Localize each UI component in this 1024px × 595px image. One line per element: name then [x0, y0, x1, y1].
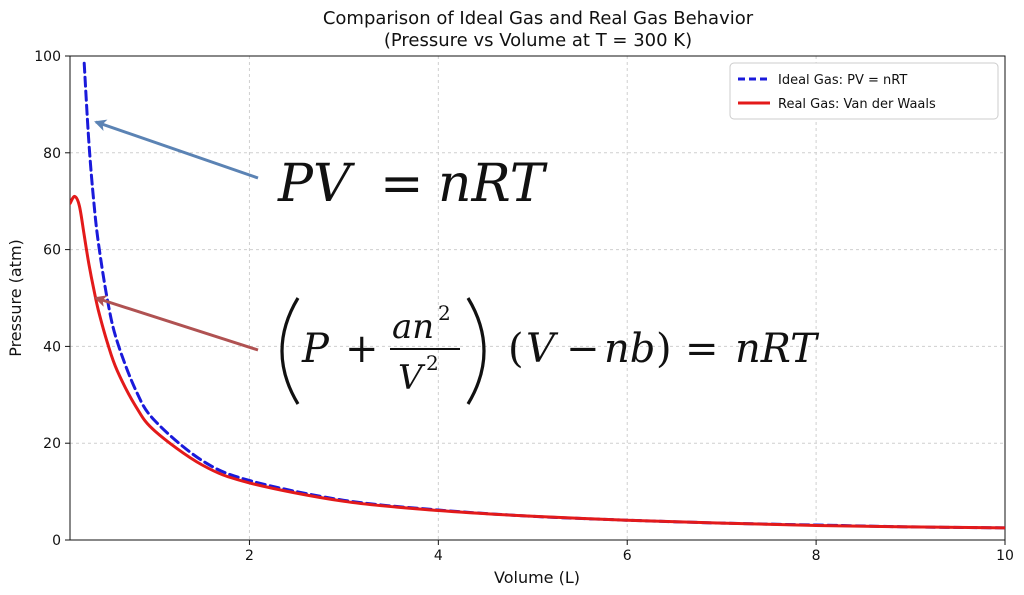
svg-text:PV: PV	[277, 154, 355, 214]
y-tick-label: 60	[43, 243, 61, 259]
svg-text:2: 2	[426, 351, 439, 375]
svg-text:nRT: nRT	[438, 154, 548, 214]
annotation-arrow-ideal	[94, 119, 259, 180]
y-tick-label: 20	[43, 436, 61, 452]
svg-text:+: +	[345, 326, 379, 372]
legend-label-ideal: Ideal Gas: PV = nRT	[778, 73, 907, 88]
svg-text:V: V	[398, 358, 426, 398]
svg-text:): )	[656, 326, 672, 372]
series-line-ideal-gas	[82, 61, 1005, 530]
legend-box	[729, 62, 999, 120]
annotation-arrow-real	[94, 295, 259, 352]
svg-text:=: =	[685, 326, 719, 372]
legend-label-real: Real Gas: Van der Waals	[778, 97, 936, 112]
svg-text:=: =	[380, 154, 424, 214]
svg-text:nb: nb	[604, 326, 655, 372]
x-tick-label: 8	[812, 548, 821, 564]
plot-frame	[69, 55, 1006, 541]
x-tick-label: 10	[996, 548, 1014, 564]
svg-text:V: V	[526, 326, 559, 372]
y-axis-label: Pressure (atm)	[6, 239, 25, 357]
svg-text:nRT: nRT	[735, 326, 820, 372]
equation-van-der-waals: P + an 2 V 2 ( V − nb ) = nRT	[280, 297, 820, 405]
y-tick-label: 80	[43, 146, 61, 162]
equation-ideal-gas: PV = nRT	[277, 154, 548, 214]
svg-text:an: an	[392, 307, 434, 347]
y-tick-label: 40	[43, 339, 61, 355]
svg-text:(: (	[508, 326, 524, 372]
svg-text:2: 2	[438, 301, 451, 325]
svg-text:−: −	[566, 326, 600, 372]
grid	[70, 56, 1005, 540]
x-tick-label: 4	[434, 548, 443, 564]
series-layer	[70, 61, 1005, 530]
y-tick-label: 0	[52, 533, 61, 549]
svg-text:P: P	[301, 326, 330, 372]
x-tick-label: 2	[245, 548, 254, 564]
legend: Ideal Gas: PV = nRT Real Gas: Van der Wa…	[729, 62, 999, 120]
series-line-real-gas	[70, 194, 1005, 530]
x-tick-label: 6	[623, 548, 632, 564]
chart-subtitle: (Pressure vs Volume at T = 300 K)	[384, 30, 692, 51]
y-tick-label: 100	[34, 49, 61, 65]
x-axis-label: Volume (L)	[494, 568, 580, 587]
chart-title: Comparison of Ideal Gas and Real Gas Beh…	[323, 8, 754, 29]
